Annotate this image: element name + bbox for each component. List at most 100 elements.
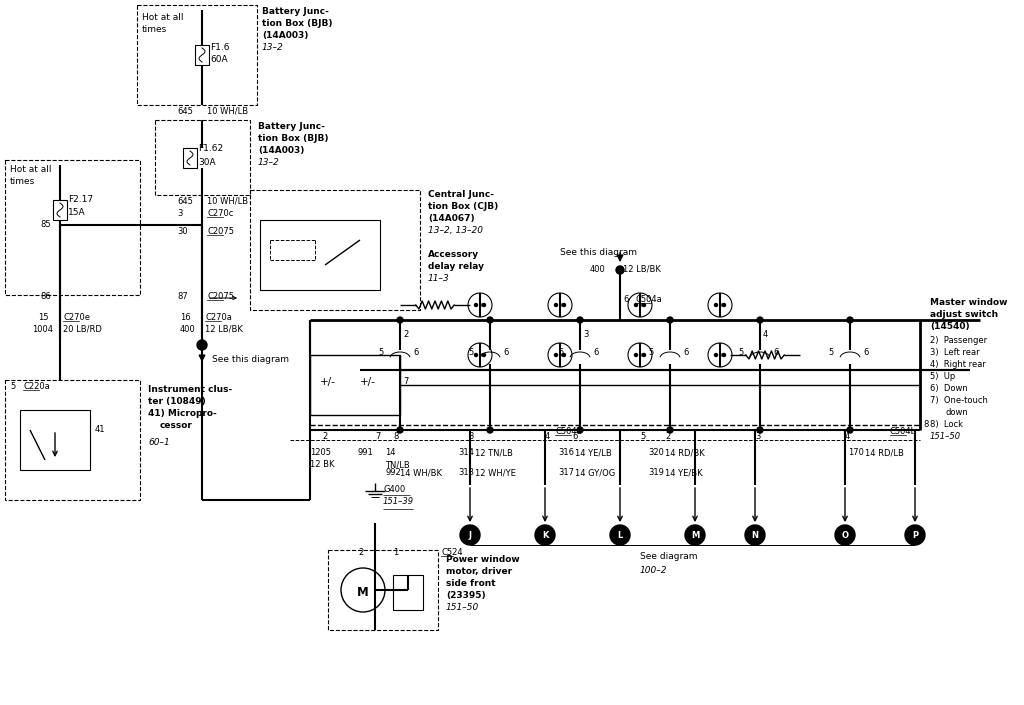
Text: 991: 991 — [358, 448, 374, 457]
Text: 6: 6 — [572, 432, 578, 441]
Circle shape — [487, 317, 493, 323]
Text: O: O — [842, 532, 849, 541]
Text: 15: 15 — [38, 313, 48, 322]
Text: P: P — [912, 532, 919, 541]
Circle shape — [715, 303, 718, 307]
Circle shape — [616, 266, 624, 274]
Text: 5: 5 — [10, 382, 15, 391]
Text: 7: 7 — [403, 377, 409, 386]
Text: 313: 313 — [458, 468, 474, 477]
Text: 151–39: 151–39 — [383, 497, 414, 506]
Text: 60–1: 60–1 — [148, 438, 170, 447]
Bar — [195, 45, 209, 65]
Text: Central Junc-: Central Junc- — [428, 190, 494, 199]
Text: Master window: Master window — [930, 298, 1008, 307]
Text: 12 LB/BK: 12 LB/BK — [205, 325, 243, 334]
Text: 314: 314 — [458, 448, 474, 457]
Circle shape — [397, 317, 403, 323]
Circle shape — [667, 427, 673, 433]
Text: 10 WH/LB: 10 WH/LB — [207, 197, 248, 206]
Text: J: J — [469, 532, 471, 541]
Circle shape — [847, 427, 853, 433]
Text: 317: 317 — [558, 468, 574, 477]
Text: 6: 6 — [683, 348, 688, 357]
Circle shape — [535, 525, 555, 545]
Text: 170: 170 — [848, 448, 864, 457]
Circle shape — [468, 293, 492, 317]
Text: 5: 5 — [640, 432, 645, 441]
Text: 5)  Up: 5) Up — [930, 372, 955, 381]
Text: 13–2, 13–20: 13–2, 13–20 — [428, 226, 483, 235]
Text: 2: 2 — [403, 330, 409, 339]
Text: 14 YE/BK: 14 YE/BK — [665, 468, 702, 477]
Circle shape — [635, 353, 638, 357]
Text: 5: 5 — [558, 348, 563, 357]
Circle shape — [555, 303, 557, 307]
Text: 14 WH/BK: 14 WH/BK — [400, 468, 442, 477]
Circle shape — [548, 293, 572, 317]
Text: 645: 645 — [177, 107, 193, 116]
Text: C270e: C270e — [63, 313, 90, 322]
Text: down: down — [945, 408, 968, 417]
Text: 6: 6 — [413, 348, 419, 357]
Circle shape — [642, 353, 645, 357]
Text: 6: 6 — [593, 348, 598, 357]
Text: 5: 5 — [648, 348, 653, 357]
Circle shape — [847, 317, 853, 323]
Bar — [260, 220, 380, 290]
Circle shape — [723, 303, 725, 307]
Text: F2.17: F2.17 — [68, 195, 93, 204]
Text: M: M — [357, 585, 369, 599]
Text: Hot at all: Hot at all — [142, 13, 183, 22]
Circle shape — [708, 293, 732, 317]
Circle shape — [610, 525, 630, 545]
Text: 12 LB/BK: 12 LB/BK — [623, 265, 660, 274]
Text: C270c: C270c — [207, 209, 233, 218]
Text: 7)  One-touch: 7) One-touch — [930, 396, 988, 405]
Text: Power window: Power window — [446, 555, 520, 564]
Text: 30A: 30A — [198, 158, 216, 167]
Text: 4: 4 — [845, 432, 850, 441]
Text: 11–3: 11–3 — [428, 274, 450, 283]
Bar — [53, 200, 67, 220]
Bar — [155, 120, 250, 195]
Circle shape — [468, 343, 492, 367]
Text: 151–50: 151–50 — [930, 432, 962, 441]
Text: 2: 2 — [665, 432, 671, 441]
Text: See this diagram: See this diagram — [212, 355, 289, 364]
Circle shape — [905, 525, 925, 545]
Text: 8: 8 — [923, 420, 929, 429]
Circle shape — [642, 303, 645, 307]
Text: L: L — [617, 532, 623, 541]
Circle shape — [757, 317, 763, 323]
Text: 3)  Left rear: 3) Left rear — [930, 348, 980, 357]
Text: Accessory: Accessory — [428, 250, 479, 259]
Text: 3: 3 — [583, 330, 589, 339]
Circle shape — [474, 303, 477, 307]
Text: C524: C524 — [441, 548, 463, 557]
Text: 41: 41 — [95, 425, 105, 434]
Text: times: times — [142, 25, 167, 34]
Text: Battery Junc-: Battery Junc- — [258, 122, 325, 131]
Text: 2: 2 — [358, 548, 364, 557]
Text: C2075: C2075 — [207, 292, 234, 301]
Text: 1205: 1205 — [310, 448, 331, 457]
Bar — [393, 575, 423, 610]
Text: side front: side front — [446, 579, 496, 588]
Bar — [310, 355, 400, 415]
Text: 2)  Passenger: 2) Passenger — [930, 336, 987, 345]
Text: F1.6: F1.6 — [210, 43, 229, 52]
Circle shape — [715, 353, 718, 357]
Text: See diagram: See diagram — [640, 552, 697, 561]
Circle shape — [745, 525, 765, 545]
Circle shape — [577, 317, 583, 323]
Text: Instrument clus-: Instrument clus- — [148, 385, 232, 394]
Text: 319: 319 — [648, 468, 664, 477]
Bar — [137, 5, 257, 105]
Text: 14 RD/LB: 14 RD/LB — [865, 448, 904, 457]
Text: tion Box (CJB): tion Box (CJB) — [428, 202, 499, 211]
Circle shape — [197, 340, 207, 350]
Text: 60A: 60A — [210, 55, 227, 64]
Text: 4: 4 — [763, 330, 768, 339]
Text: 400: 400 — [180, 325, 196, 334]
